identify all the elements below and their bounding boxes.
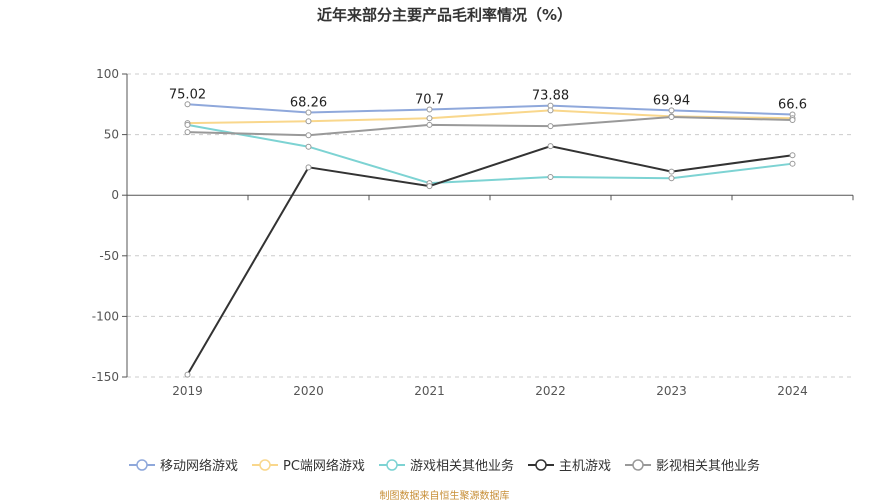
data-point bbox=[184, 129, 191, 136]
legend-label: 影视相关其他业务 bbox=[655, 459, 760, 474]
series-line-0 bbox=[187, 103, 793, 116]
data-point bbox=[426, 106, 433, 113]
legend-item[interactable]: PC端网络游戏 bbox=[252, 455, 365, 474]
data-point bbox=[426, 121, 433, 128]
line-chart: 100 50 0 -50 -100 -150 2019 2020 2021 2022 2023 202… bbox=[92, 67, 854, 398]
data-point bbox=[305, 109, 312, 116]
x-tick-label: 2024 bbox=[777, 384, 808, 398]
legend-item[interactable]: 游戏相关其他业务 bbox=[378, 455, 514, 474]
x-tick-label: 2021 bbox=[414, 384, 445, 398]
y-tick-label: 100 bbox=[96, 67, 119, 81]
data-label: 75.02 bbox=[169, 87, 206, 102]
y-tick-label: -100 bbox=[92, 309, 119, 323]
data-point bbox=[668, 168, 675, 175]
data-point bbox=[426, 115, 433, 122]
data-label: 66.6 bbox=[778, 97, 807, 112]
legend-marker-icon bbox=[252, 458, 279, 471]
y-tick-label: -150 bbox=[92, 370, 119, 384]
data-label: 73.88 bbox=[532, 89, 569, 104]
legend-label: 主机游戏 bbox=[558, 459, 611, 474]
data-point bbox=[547, 174, 554, 181]
data-point bbox=[668, 175, 675, 182]
y-tick-label: 0 bbox=[111, 188, 119, 202]
data-point bbox=[305, 118, 312, 125]
series-line-2 bbox=[187, 123, 793, 185]
data-label: 68.26 bbox=[290, 95, 327, 110]
data-point bbox=[789, 160, 796, 167]
x-tick-label: 2020 bbox=[293, 384, 324, 398]
y-tick-label: -50 bbox=[99, 249, 119, 263]
legend-marker-icon bbox=[527, 458, 554, 471]
x-tick-label: 2023 bbox=[656, 384, 687, 398]
legend-marker-icon bbox=[129, 458, 155, 471]
legend-item[interactable]: 主机游戏 bbox=[527, 455, 611, 474]
x-tick-label: 2019 bbox=[172, 384, 203, 398]
data-point bbox=[184, 371, 191, 378]
data-point bbox=[668, 114, 675, 121]
data-point bbox=[547, 107, 554, 114]
data-point bbox=[789, 152, 796, 159]
source-note: 制图数据来自恒生聚源数据库 bbox=[379, 491, 510, 500]
chart-title: 近年来部分主要产品毛利率情况（%） bbox=[316, 6, 573, 24]
legend-item[interactable]: 移动网络游戏 bbox=[129, 455, 238, 474]
data-label: 69.94 bbox=[653, 93, 690, 108]
legend: 移动网络游戏 PC端网络游戏 游戏相关其他业务 主机游戏 影视相关其他业务 bbox=[0, 455, 889, 474]
legend-label: 移动网络游戏 bbox=[160, 459, 239, 474]
legend-label: PC端网络游戏 bbox=[283, 459, 365, 474]
data-point bbox=[547, 123, 554, 130]
legend-item[interactable]: 影视相关其他业务 bbox=[624, 455, 760, 474]
data-point bbox=[547, 143, 554, 150]
data-point bbox=[184, 121, 191, 128]
legend-label: 游戏相关其他业务 bbox=[409, 459, 514, 474]
data-point bbox=[426, 183, 433, 190]
x-tick-label: 2022 bbox=[535, 384, 566, 398]
data-point bbox=[789, 117, 796, 124]
data-label: 70.7 bbox=[415, 93, 444, 108]
data-point bbox=[305, 132, 312, 139]
series-line-3 bbox=[186, 145, 793, 376]
y-tick-label: 50 bbox=[104, 128, 119, 142]
legend-marker-icon bbox=[378, 458, 405, 471]
legend-marker-icon bbox=[624, 458, 651, 471]
data-point bbox=[184, 101, 191, 108]
series-line-4 bbox=[187, 116, 793, 137]
data-point bbox=[305, 164, 312, 171]
data-point bbox=[305, 143, 312, 150]
data-point bbox=[668, 107, 675, 114]
